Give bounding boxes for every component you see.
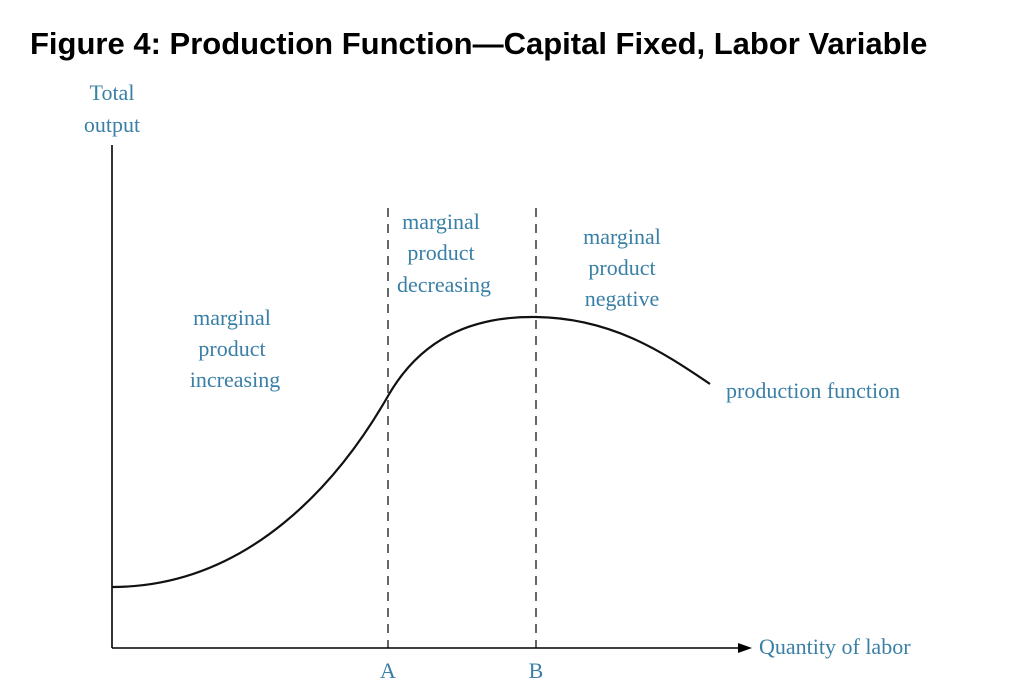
production-function-curve bbox=[111, 315, 711, 589]
x-tick-label-b: B bbox=[529, 658, 544, 683]
region-label-negative: marginal product negative bbox=[583, 224, 661, 311]
y-axis-label-line1: Total bbox=[90, 80, 135, 105]
region-increasing-line1: marginal bbox=[193, 305, 271, 330]
x-axis-arrowhead bbox=[738, 643, 752, 653]
x-tick-label-a: A bbox=[380, 658, 396, 683]
region-decreasing-line1: marginal bbox=[402, 209, 480, 234]
region-negative-line1: marginal bbox=[583, 224, 661, 249]
region-negative-line2: product bbox=[588, 255, 655, 280]
series-label-production-function: production function bbox=[726, 378, 900, 403]
figure-title: Figure 4: Production Function—Capital Fi… bbox=[30, 26, 928, 61]
region-decreasing-line2: product bbox=[407, 240, 474, 265]
region-decreasing-line3: decreasing bbox=[397, 272, 491, 297]
region-label-increasing: marginal product increasing bbox=[190, 305, 280, 392]
region-label-decreasing: marginal product decreasing bbox=[397, 209, 491, 297]
region-negative-line3: negative bbox=[585, 286, 660, 311]
region-increasing-line3: increasing bbox=[190, 367, 280, 392]
x-axis-label: Quantity of labor bbox=[759, 634, 911, 659]
y-axis-label-line2: output bbox=[84, 112, 140, 137]
region-increasing-line2: product bbox=[198, 336, 265, 361]
